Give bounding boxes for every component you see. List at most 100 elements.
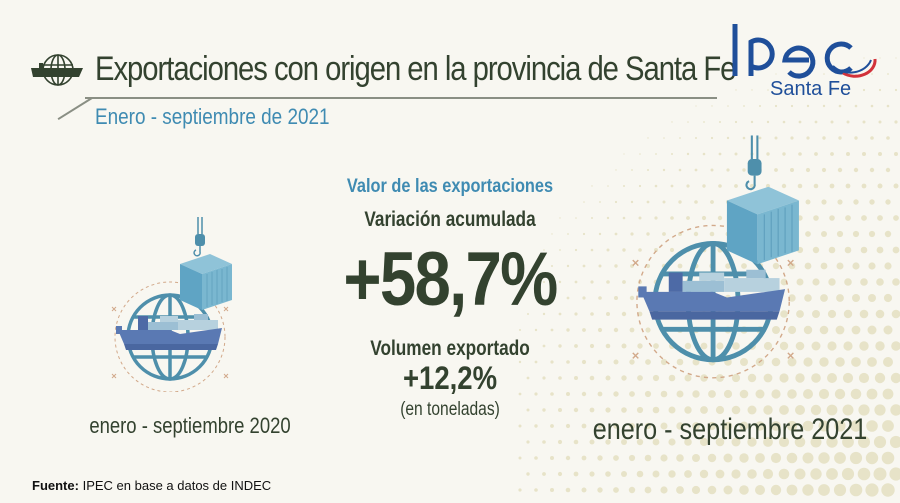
halftone-dot (715, 437, 725, 447)
halftone-dot (751, 89, 753, 91)
halftone-dot (581, 423, 587, 429)
halftone-dot (567, 233, 569, 235)
dashed-orbit (114, 281, 226, 392)
halftone-dot (890, 404, 900, 416)
halftone-dot (836, 230, 844, 238)
halftone-dot (534, 360, 538, 364)
halftone-dot (699, 437, 709, 447)
halftone-dot (866, 388, 878, 400)
halftone-dot (763, 341, 773, 351)
halftone-dot (885, 167, 891, 173)
halftone-dot (734, 152, 738, 156)
halftone-dot (565, 487, 571, 493)
halftone-dot (813, 215, 819, 221)
halftone-dot (838, 136, 842, 140)
halftone-dot (598, 296, 602, 300)
halftone-dot (782, 152, 786, 156)
halftone-dot (786, 484, 798, 496)
halftone-dot (806, 104, 810, 108)
halftone-dot (834, 388, 846, 400)
halftone-dot (758, 136, 762, 140)
halftone-dot (668, 438, 676, 446)
halftone-dot (623, 185, 625, 187)
halftone-dot (629, 423, 635, 429)
halftone-dot (715, 405, 725, 415)
halftone-dot (779, 341, 789, 351)
halftone-dot (636, 406, 644, 414)
halftone-dot (849, 483, 863, 497)
halftone-dot (662, 232, 666, 236)
halftone-dot (833, 483, 847, 497)
halftone-dot (877, 215, 883, 221)
halftone-dot (707, 485, 717, 495)
halftone-dot (669, 247, 675, 253)
halftone-dot (869, 167, 875, 173)
volume-unit: (en toneladas) (400, 399, 500, 420)
halftone-dot (623, 153, 625, 155)
halftone-dot (723, 421, 733, 431)
halftone-dot (772, 326, 780, 334)
halftone-dot (846, 152, 850, 156)
halftone-dot (718, 184, 722, 188)
halftone-dot (797, 183, 803, 189)
halftone-dot (518, 424, 522, 428)
halftone-dot (629, 327, 635, 333)
volume-value: +12,2% (402, 360, 498, 396)
halftone-dot (719, 121, 721, 123)
halftone-dot (550, 424, 554, 428)
halftone-dot (850, 388, 862, 400)
halftone-dot (700, 374, 708, 382)
halftone-dot (868, 262, 876, 270)
halftone-dot (652, 438, 660, 446)
halftone-dot (566, 296, 570, 300)
halftone-dot (636, 438, 644, 446)
halftone-dot (700, 342, 708, 350)
halftone-dot (861, 183, 867, 189)
halftone-dot (526, 376, 530, 380)
halftone-dot (739, 485, 749, 495)
halftone-dot (787, 325, 797, 335)
halftone-dot (518, 360, 522, 364)
halftone-dot (883, 325, 893, 335)
halftone-dot (766, 120, 770, 124)
halftone-dot (647, 169, 649, 171)
halftone-dot (660, 390, 668, 398)
halftone-dot (854, 136, 858, 140)
halftone-dot (597, 327, 603, 333)
halftone-dot (814, 152, 818, 156)
halftone-dot (790, 168, 794, 172)
halftone-dot (526, 408, 530, 412)
orbit-markers (632, 259, 794, 359)
halftone-dot (645, 327, 651, 333)
halftone-dot (621, 311, 627, 317)
halftone-dot (787, 357, 797, 367)
halftone-dot (787, 389, 797, 399)
halftone-dot (534, 392, 538, 396)
halftone-dot (542, 344, 546, 348)
halftone-dot (573, 471, 579, 477)
halftone-dot (889, 435, 900, 449)
halftone-dot (755, 389, 765, 399)
halftone-dot (771, 357, 781, 367)
halftone-dot (892, 246, 900, 254)
halftone-dot (866, 420, 878, 432)
halftone-dot (726, 168, 730, 172)
value-heading: Valor de las exportaciones (346, 176, 554, 197)
halftone-dot (813, 183, 819, 189)
halftone-dot (803, 357, 813, 367)
halftone-dot (629, 295, 635, 301)
halftone-dot (676, 486, 684, 494)
halftone-dot (766, 152, 770, 156)
halftone-dot (734, 184, 738, 188)
source-label: Fuente: (32, 478, 79, 493)
halftone-dot (788, 294, 796, 302)
halftone-dot (644, 422, 652, 430)
halftone-dot (606, 216, 610, 220)
halftone-dot (693, 231, 699, 237)
halftone-dot (558, 280, 562, 284)
halftone-dot (702, 152, 706, 156)
halftone-dot (850, 420, 862, 432)
halftone-dot (882, 420, 894, 432)
halftone-dot (694, 200, 698, 204)
halftone-dot (613, 327, 619, 333)
